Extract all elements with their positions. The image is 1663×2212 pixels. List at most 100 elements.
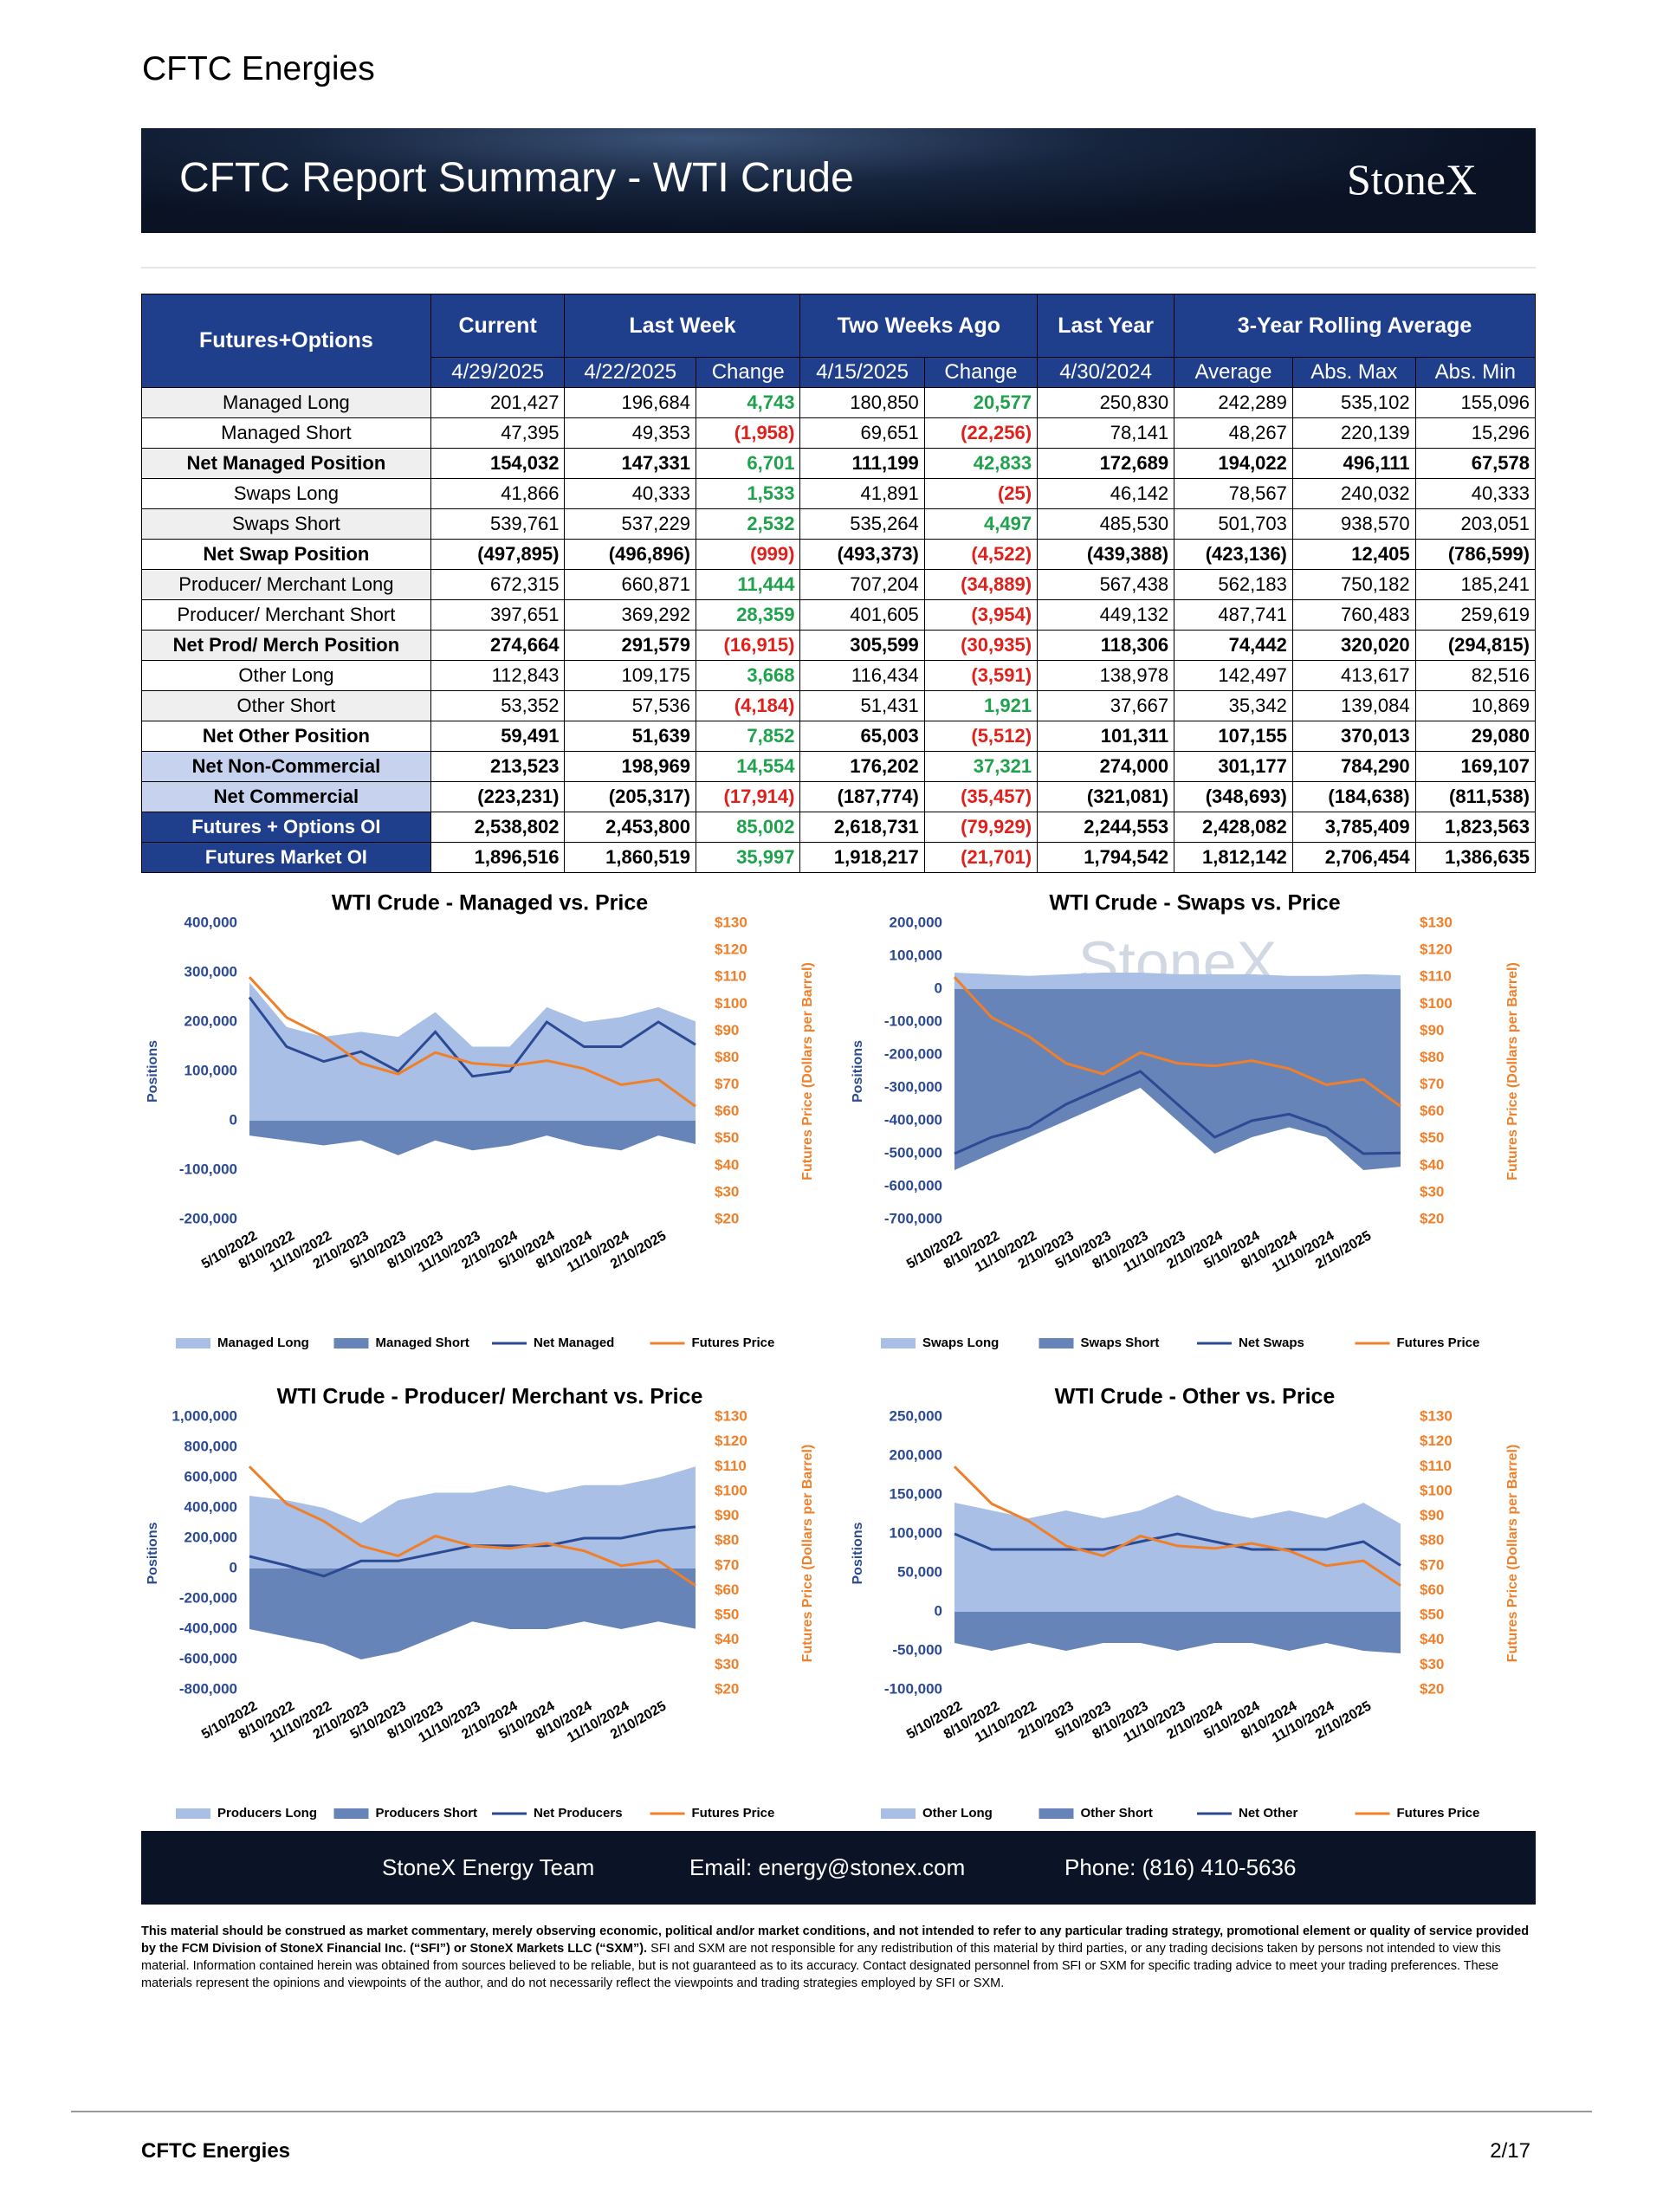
cell: 10,869 (1414, 690, 1537, 721)
table-row: Net Swap Position (497,895) (496,896) (999)… (141, 539, 1537, 570)
legend-label: Futures Price (692, 1806, 775, 1821)
cell: 250,830 (1037, 387, 1175, 418)
line (953, 976, 1401, 1108)
page-number: 2/17 (1490, 2139, 1530, 2163)
legend-label: Futures Price (1397, 1806, 1480, 1821)
cell: 213,523 (430, 751, 566, 782)
y2-tick-label: $100 (1420, 995, 1453, 1012)
cell: 562,183 (1174, 569, 1293, 600)
legend-swatch (881, 1808, 916, 1819)
table-row: Net Other Position 59,491 51,639 7,852 65,00… (141, 721, 1537, 752)
cell: (348,693) (1174, 781, 1293, 812)
y-tick-label: -600,000 (884, 1177, 942, 1193)
group-header: Two Weeks Ago (799, 294, 1039, 358)
cell: 305,599 (799, 630, 925, 661)
y2-tick-label: $90 (1420, 1022, 1444, 1038)
group-header: 3-Year Rolling Average (1174, 294, 1536, 358)
cell: 1,386,635 (1414, 842, 1537, 873)
cell: 4,497 (923, 508, 1039, 540)
divider (141, 267, 1536, 268)
subheader: 4/15/2025 (799, 357, 925, 388)
cell: (294,815) (1414, 630, 1537, 661)
cell: 47,395 (430, 417, 566, 449)
cell: 1,860,519 (564, 842, 696, 873)
cell: (321,081) (1037, 781, 1175, 812)
y-tick-label: -100,000 (179, 1161, 237, 1177)
y-tick-label: 0 (230, 1559, 237, 1575)
y2-tick-label: $110 (715, 968, 747, 985)
cell: (187,774) (799, 781, 925, 812)
cell: 20,577 (923, 387, 1039, 418)
cell: 15,296 (1414, 417, 1537, 449)
cell: 53,352 (430, 690, 566, 721)
cell: 320,020 (1291, 630, 1416, 661)
banner: CFTC Report Summary - WTI Crude StoneX (141, 128, 1536, 233)
table-row: Other Short 53,352 57,536 (4,184) 51,431 1,92… (141, 690, 1537, 721)
cell: 274,000 (1037, 751, 1175, 782)
y-tick-label: 100,000 (890, 947, 942, 963)
y2-tick-label: $40 (715, 1631, 739, 1647)
y-tick-label: -200,000 (884, 1045, 942, 1062)
y2-tick-label: $90 (715, 1507, 739, 1523)
disclaimer: This material should be construed as mar… (141, 1923, 1536, 1992)
y2-tick-label: $60 (1420, 1103, 1444, 1119)
cell: 118,306 (1037, 630, 1175, 661)
row-label: Futures Market OI (141, 842, 431, 873)
cell: 203,051 (1414, 508, 1537, 540)
cell: 242,289 (1174, 387, 1293, 418)
y2-tick-label: $50 (715, 1607, 739, 1623)
row-label: Net Commercial (141, 781, 431, 812)
y2-tick-label: $50 (1420, 1607, 1444, 1623)
table-row: Managed Short 47,395 49,353 (1,958) 69,651 (2… (141, 417, 1537, 449)
cell: 1,533 (695, 478, 801, 509)
line (953, 1465, 1401, 1587)
line (954, 1070, 1401, 1155)
cell: 198,969 (564, 751, 696, 782)
y-tick-label: -700,000 (884, 1210, 942, 1226)
row-label: Swaps Long (141, 478, 431, 509)
cell: (3,591) (923, 660, 1039, 691)
cell: 35,342 (1174, 690, 1293, 721)
subheader-row: 4/29/2025 4/22/2025 Change 4/15/2025 Change 4… (142, 357, 1537, 388)
header-row: Futures+Options Current Last Week Two Weeks… (141, 294, 1536, 388)
legend-label: Producers Long (217, 1806, 317, 1821)
cell: (34,889) (923, 569, 1039, 600)
y2-tick-label: $20 (1420, 1210, 1444, 1226)
cell: 40,333 (564, 478, 696, 509)
cell: 2,618,731 (799, 812, 925, 843)
cell: 240,032 (1291, 478, 1416, 509)
y-tick-label: -800,000 (179, 1680, 237, 1697)
cell: 485,530 (1037, 508, 1175, 540)
cell: 67,578 (1414, 448, 1537, 479)
cell: 201,427 (430, 387, 566, 418)
cell: 48,267 (1174, 417, 1293, 449)
subheader: Average (1174, 357, 1293, 388)
row-label: Managed Long (141, 387, 431, 418)
cell: (205,317) (564, 781, 696, 812)
y-tick-label: 1,000,000 (171, 1407, 237, 1424)
line (248, 996, 696, 1078)
cell: (496,896) (564, 539, 696, 570)
cell: 1,794,542 (1037, 842, 1175, 873)
banner-title: CFTC Report Summary - WTI Crude (179, 155, 854, 201)
cell: 2,532 (695, 508, 801, 540)
y2-tick-label: $100 (715, 995, 747, 1012)
y2-tick-label: $50 (1420, 1129, 1444, 1146)
y-tick-label: 200,000 (890, 1446, 942, 1463)
cell: 35,997 (695, 842, 801, 873)
y2-tick-label: $130 (715, 1407, 747, 1424)
cell: 672,315 (430, 569, 566, 600)
cell: (22,256) (923, 417, 1039, 449)
y2-tick-label: $120 (715, 1433, 747, 1449)
cell: (16,915) (695, 630, 801, 661)
cell: (3,954) (923, 599, 1039, 631)
legend-label: Producers Short (376, 1806, 478, 1821)
table-row: Futures + Options OI 2,538,802 2,453,800 85… (141, 812, 1537, 843)
cell: 49,353 (564, 417, 696, 449)
cell: 938,570 (1291, 508, 1416, 540)
cell: 169,107 (1414, 751, 1537, 782)
cell: 496,111 (1291, 448, 1416, 479)
cell: 539,761 (430, 508, 566, 540)
subheader: 4/29/2025 (430, 357, 566, 388)
